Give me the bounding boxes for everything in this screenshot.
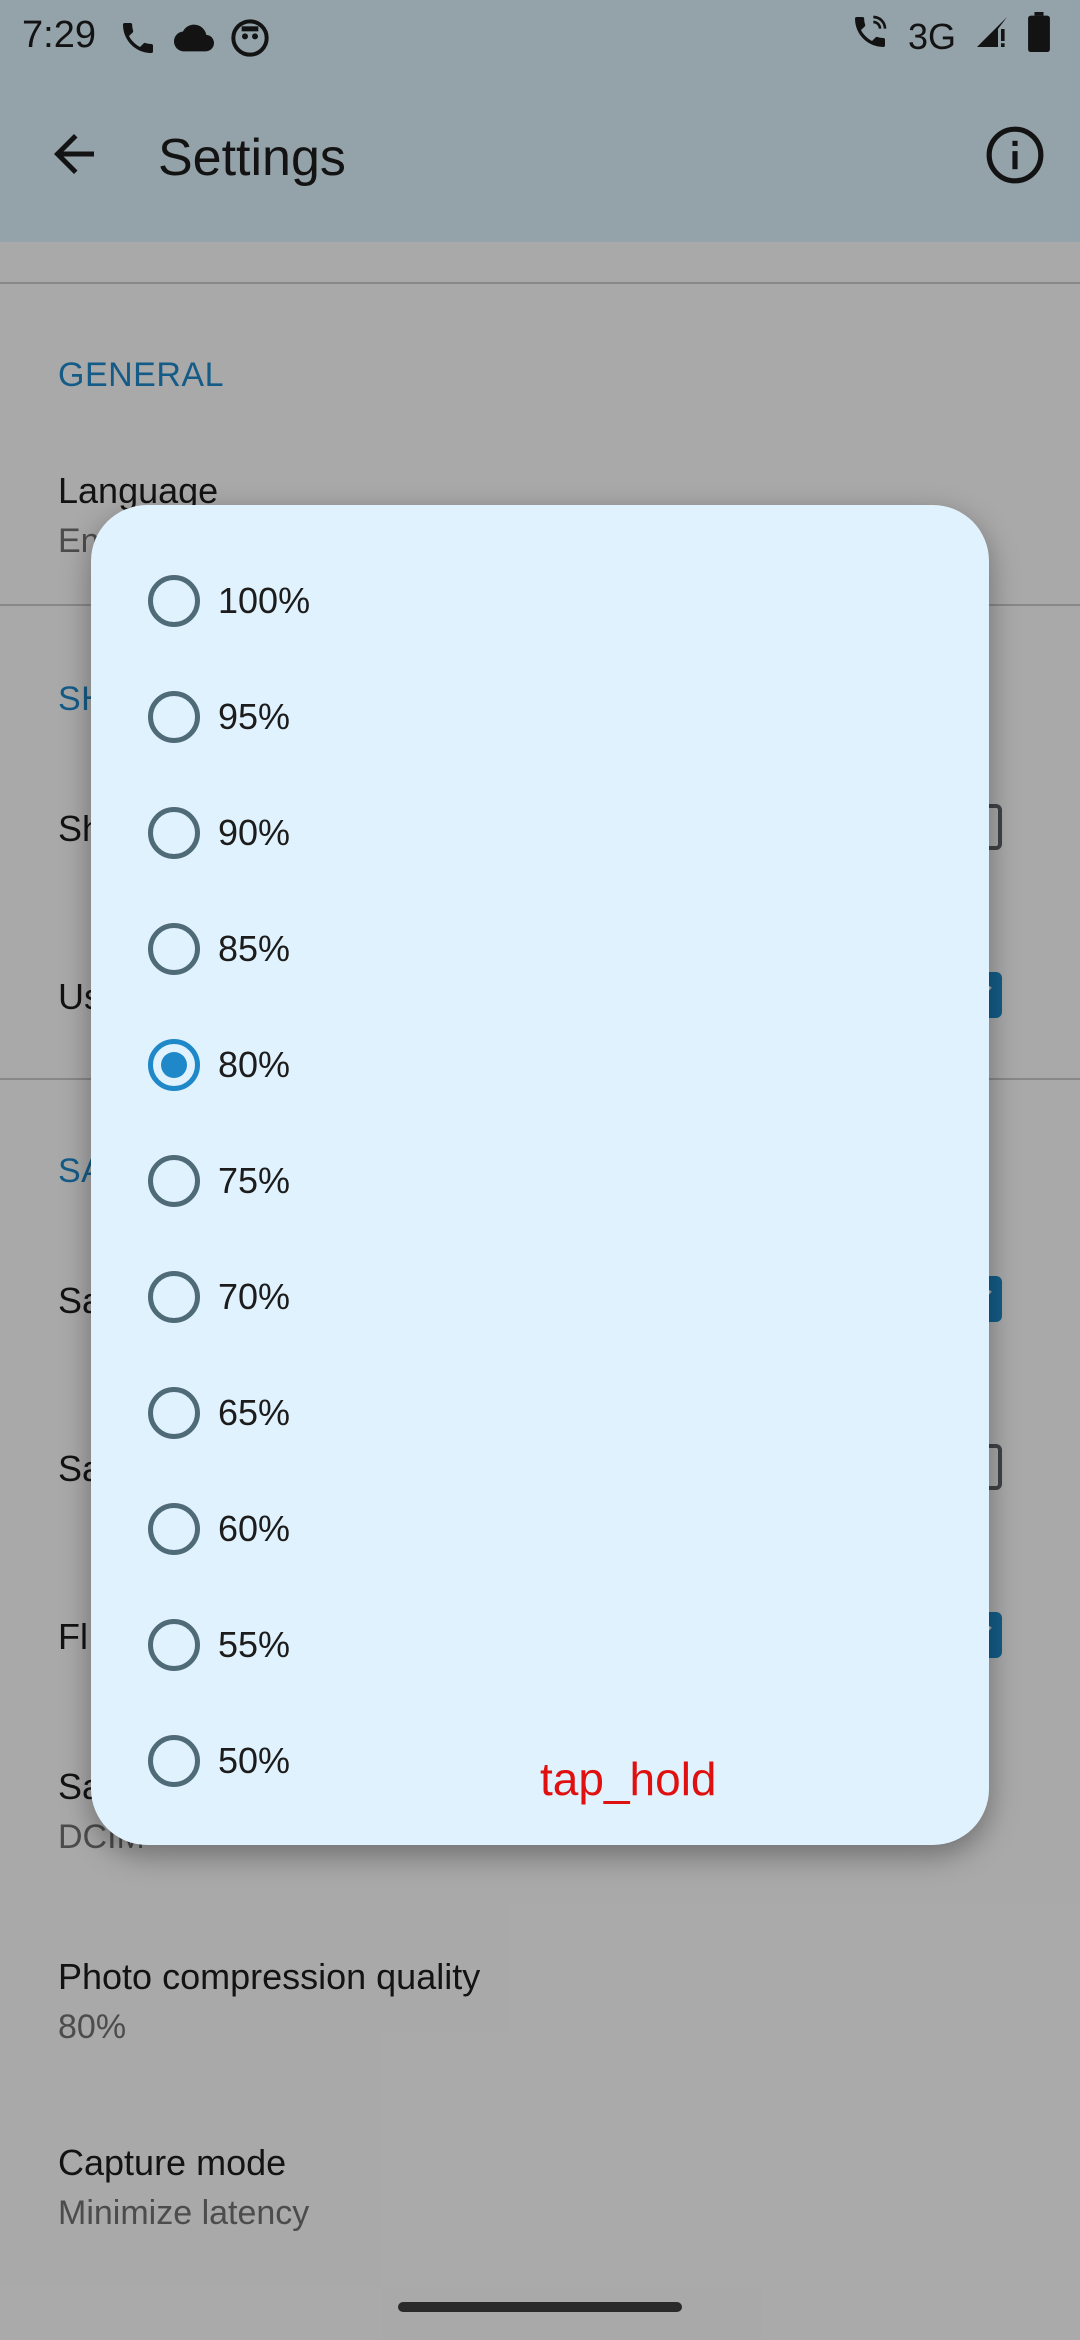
- app-bar: Settings: [0, 76, 1080, 242]
- pref-summary: 80%: [58, 2008, 127, 2046]
- radio-button[interactable]: [148, 1619, 200, 1671]
- wifi-call-icon: [850, 12, 890, 61]
- radio-option-label: 85%: [218, 928, 291, 969]
- page-title: Settings: [158, 129, 346, 187]
- radio-option-label: 90%: [218, 812, 291, 853]
- action-overlay-label: tap_hold: [540, 1753, 717, 1805]
- status-right-icons: 3G: [850, 12, 1050, 61]
- radio-option[interactable]: 60%: [91, 1471, 989, 1587]
- pref-summary: Minimize latency: [58, 2194, 310, 2232]
- pref-title: Photo compression quality: [58, 1956, 481, 1997]
- radio-option-label: 70%: [218, 1276, 291, 1317]
- divider: [0, 282, 1080, 284]
- radio-button[interactable]: [148, 1387, 200, 1439]
- battery-icon: [1028, 12, 1050, 61]
- radio-button[interactable]: [148, 1735, 200, 1787]
- radio-option[interactable]: 85%: [91, 891, 989, 1007]
- radio-button[interactable]: [148, 1503, 200, 1555]
- network-type: 3G: [907, 15, 956, 57]
- signal-icon: [974, 14, 1010, 59]
- status-time: 7:29: [22, 14, 96, 56]
- radio-option-label: 75%: [218, 1160, 291, 1201]
- gesture-nav-handle[interactable]: [398, 2302, 682, 2312]
- radio-option[interactable]: 65%: [91, 1355, 989, 1471]
- radio-option[interactable]: 90%: [91, 775, 989, 891]
- radio-option[interactable]: 100%: [91, 543, 989, 659]
- info-icon[interactable]: [984, 124, 1046, 186]
- radio-option-label: 95%: [218, 696, 291, 737]
- cloud-icon: [172, 16, 216, 60]
- radio-button[interactable]: [148, 1155, 200, 1207]
- radio-button[interactable]: [148, 691, 200, 743]
- robot-icon: [230, 16, 270, 60]
- radio-button[interactable]: [148, 575, 200, 627]
- back-arrow-icon[interactable]: [44, 124, 104, 184]
- pref-title: Language: [58, 470, 219, 511]
- status-bar: 7:29 3G: [0, 0, 1080, 76]
- pref-title: Fl: [58, 1616, 88, 1657]
- phone-icon: [118, 16, 158, 60]
- radio-option-label: 55%: [218, 1624, 291, 1665]
- radio-button-checked[interactable]: [148, 1039, 200, 1091]
- radio-option[interactable]: 70%: [91, 1239, 989, 1355]
- radio-option[interactable]: 55%: [91, 1587, 989, 1703]
- radio-option[interactable]: 50%: [91, 1703, 989, 1819]
- radio-option[interactable]: 75%: [91, 1123, 989, 1239]
- radio-option-label: 80%: [218, 1044, 291, 1085]
- quality-dialog: 100% 95% 90% 85% 80% 75% 70% 65% 60% 55% 50%: [91, 505, 989, 1845]
- radio-option-label: 65%: [218, 1392, 291, 1433]
- radio-option-label: 100%: [218, 580, 311, 621]
- radio-option[interactable]: 95%: [91, 659, 989, 775]
- radio-button[interactable]: [148, 1271, 200, 1323]
- radio-option-label: 50%: [218, 1740, 291, 1781]
- radio-button[interactable]: [148, 923, 200, 975]
- radio-option-label: 60%: [218, 1508, 291, 1549]
- radio-option[interactable]: 80%: [91, 1007, 989, 1123]
- pref-title: Capture mode: [58, 2142, 287, 2183]
- section-header-general: GENERAL: [58, 356, 224, 394]
- radio-button[interactable]: [148, 807, 200, 859]
